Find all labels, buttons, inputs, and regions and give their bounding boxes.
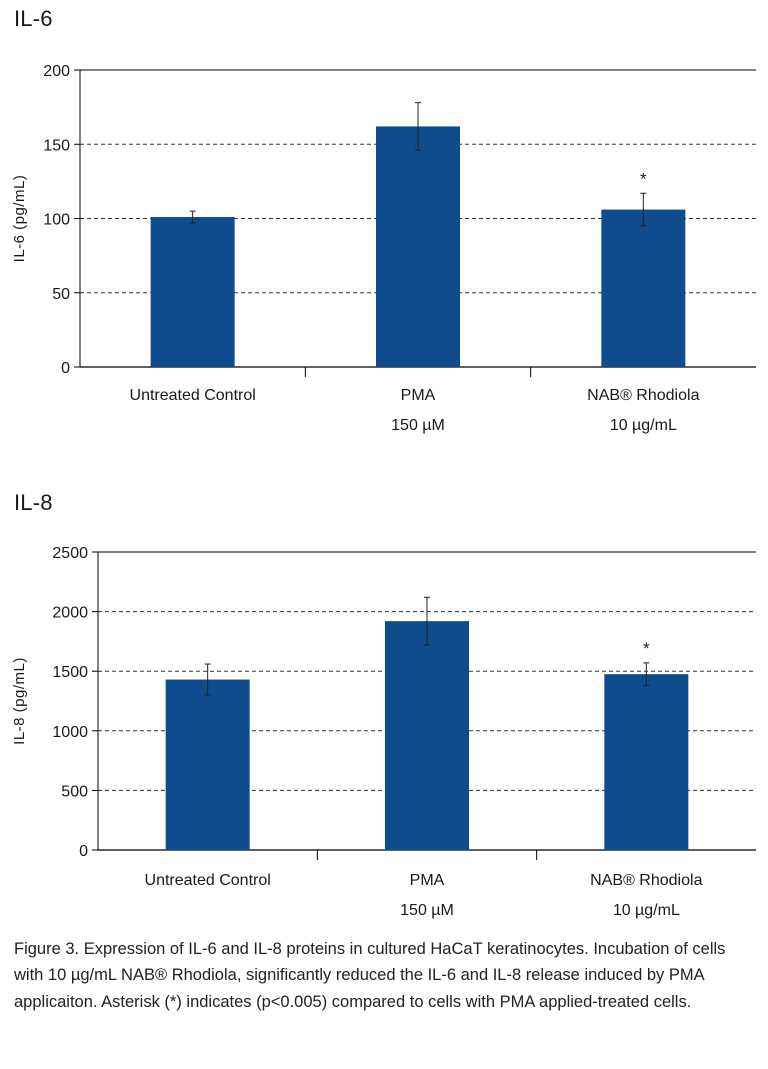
il8-bar	[165, 679, 250, 850]
il8-ytick-label: 2500	[52, 545, 88, 562]
il8-category-label: NAB® Rhodiola	[590, 872, 702, 889]
il6-ytick-label: 100	[43, 212, 70, 229]
il6-bar	[150, 217, 235, 367]
il6-category-label: 150 µM	[391, 417, 445, 434]
il6-bar	[376, 126, 460, 368]
il8-bar-chart: 0 500 1000 1500 2000 2500 Untreated Control PMA…	[11, 545, 756, 919]
il8-bar	[385, 621, 469, 850]
il8-y-axis-label: IL-8 (pg/mL)	[11, 657, 28, 745]
il6-bar	[601, 209, 686, 367]
il6-category-label: Untreated Control	[130, 387, 256, 404]
il6-category-label: 10 µg/mL	[610, 417, 677, 434]
il6-ytick-label: 150	[43, 137, 70, 154]
figure-caption: Figure 3. Expression of IL-6 and IL-8 pr…	[14, 936, 754, 1015]
il6-bar-chart: 0 50 100 150 200 Untreated Control PMA 150 µM * N…	[11, 63, 756, 434]
il8-ytick-label: 500	[61, 783, 88, 800]
il8-category-label: Untreated Control	[145, 872, 271, 889]
il8-ytick-label: 0	[79, 843, 88, 860]
il6-ytick-label: 50	[52, 286, 70, 303]
il6-chart-title: IL-6	[14, 6, 53, 31]
il6-significance-marker: *	[640, 169, 647, 188]
caption-text: . Expression of IL-6 and IL-8 proteins i…	[14, 940, 726, 1011]
il8-bar	[604, 674, 689, 850]
caption-label: Figure 3	[14, 940, 75, 958]
il8-category-label: 10 µg/mL	[613, 902, 680, 919]
il6-ytick-label: 200	[43, 63, 70, 80]
il8-significance-marker: *	[643, 639, 650, 658]
il6-category-label: NAB® Rhodiola	[587, 387, 699, 404]
il6-y-axis-label: IL-6 (pg/mL)	[11, 175, 28, 263]
il8-ytick-label: 1500	[52, 664, 88, 681]
il8-chart-title: IL-8	[14, 490, 53, 515]
il8-category-label: PMA	[410, 872, 445, 889]
il6-ytick-label: 0	[61, 360, 70, 377]
il6-category-label: PMA	[401, 387, 436, 404]
il8-ytick-label: 1000	[52, 724, 88, 741]
il8-category-label: 150 µM	[400, 902, 454, 919]
il8-ytick-label: 2000	[52, 605, 88, 622]
